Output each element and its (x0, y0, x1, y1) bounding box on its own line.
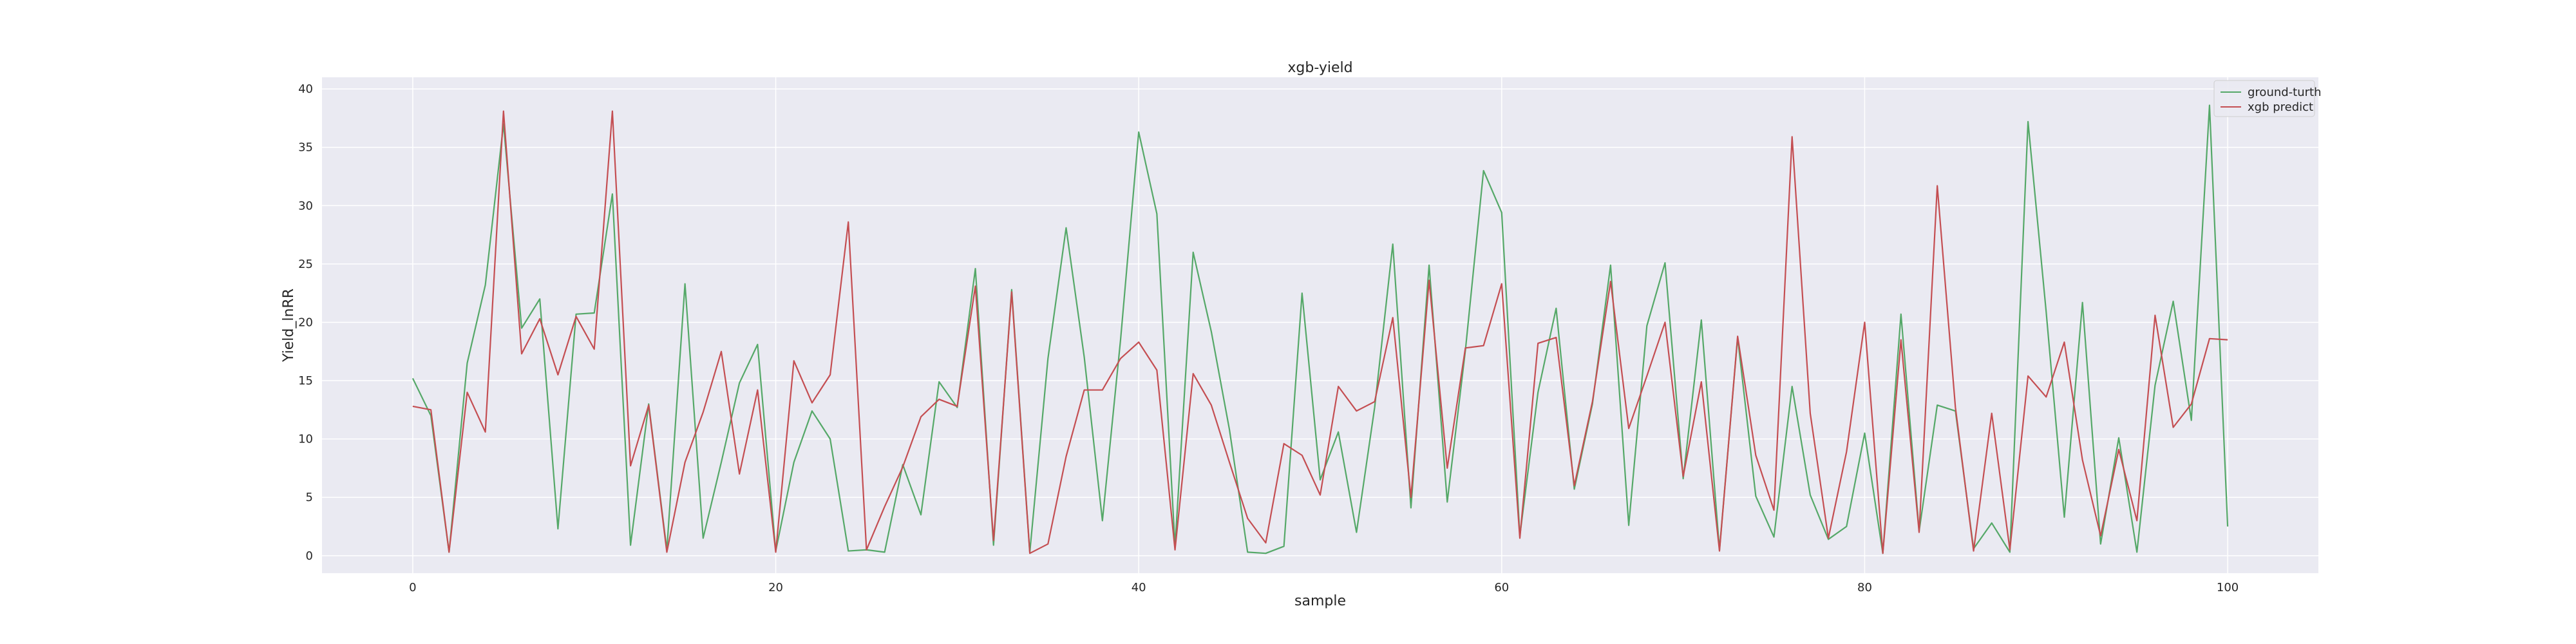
y-tick-label: 10 (298, 433, 313, 446)
x-axis-label: sample (1294, 593, 1346, 609)
legend-label-xgb-predict: xgb predict (2248, 100, 2313, 114)
grid (322, 77, 2318, 573)
y-tick-label: 35 (298, 141, 313, 155)
x-tick-label: 100 (2217, 581, 2239, 594)
chart-title: xgb-yield (1287, 60, 1352, 76)
series-layer (412, 104, 2229, 554)
x-tick-label: 80 (1857, 581, 1872, 594)
y-axis-ticks: 0 5 10 15 20 25 30 35 40 (298, 82, 313, 563)
plot-area (322, 77, 2318, 573)
x-tick-label: 0 (409, 581, 416, 594)
y-tick-label: 5 (306, 491, 313, 504)
x-tick-label: 60 (1494, 581, 1509, 594)
legend-label-ground-turth: ground-turth (2248, 86, 2322, 99)
y-axis-label: Yield_lnRR (281, 289, 297, 363)
y-tick-label: 15 (298, 374, 313, 388)
y-tick-label: 20 (298, 316, 313, 329)
y-tick-label: 40 (298, 82, 313, 96)
y-tick-label: 25 (298, 258, 313, 271)
y-tick-label: 30 (298, 199, 313, 213)
x-axis-ticks: 0 20 40 60 80 100 (409, 581, 2239, 594)
y-tick-label: 0 (306, 549, 313, 563)
series-line-xgb-predict (412, 110, 2228, 554)
x-tick-label: 40 (1132, 581, 1146, 594)
legend: ground-turth xgb predict (2213, 80, 2322, 117)
series-line-ground-turth (412, 104, 2229, 554)
x-tick-label: 20 (768, 581, 783, 594)
